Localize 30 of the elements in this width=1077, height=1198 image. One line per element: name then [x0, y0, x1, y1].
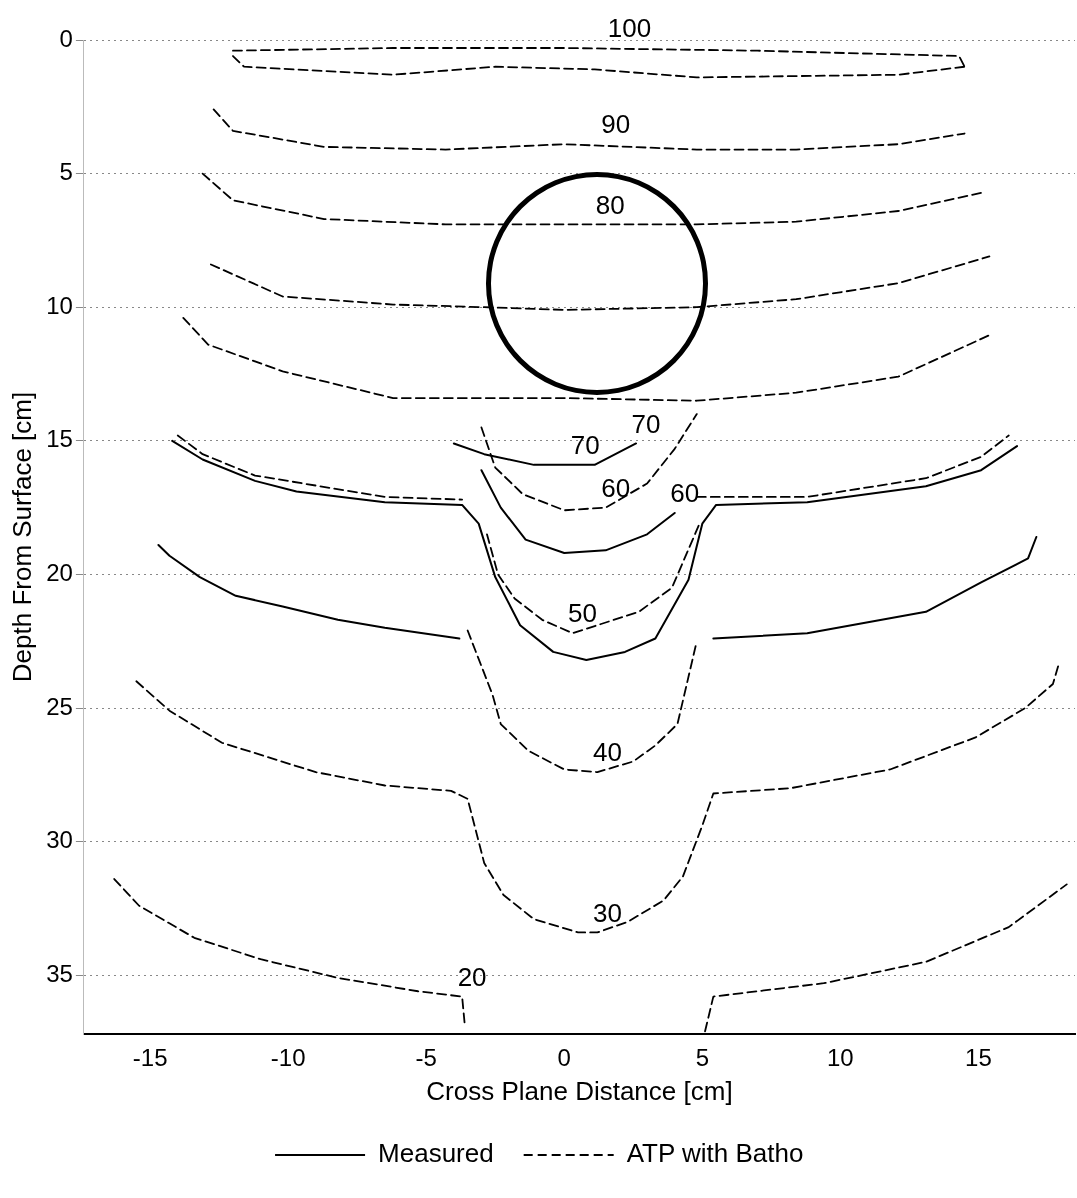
annotation: 70 [631, 408, 661, 439]
y-tick-label: 5 [59, 158, 73, 186]
y-tick-label: 35 [46, 959, 73, 987]
x-tick-label: -10 [270, 1044, 306, 1072]
x-tick-label: 15 [965, 1044, 992, 1072]
x-tick-label: -15 [132, 1044, 168, 1072]
x-tick-label: 10 [826, 1044, 854, 1072]
x-axis-title: Cross Plane Distance [cm] [426, 1075, 733, 1106]
annotation: 70 [570, 430, 600, 461]
y-tick-label: 30 [46, 826, 73, 854]
legend-label: ATP with Batho [626, 1138, 804, 1169]
y-axis-title: Depth From Surface [cm] [6, 391, 37, 683]
annotation: 30 [592, 897, 622, 928]
annotation: 60 [601, 472, 631, 503]
x-tick-label: 0 [557, 1044, 571, 1072]
x-tick-label: -5 [415, 1044, 437, 1072]
y-tick-label: 20 [46, 559, 73, 587]
annotation: 20 [457, 961, 487, 992]
annotation: 50 [568, 598, 598, 629]
annotation: 80 [595, 189, 625, 220]
y-tick-label: 25 [46, 692, 73, 720]
annotation: 60 [670, 478, 700, 509]
annotation: 90 [601, 109, 631, 140]
y-tick-label: 15 [46, 425, 73, 453]
legend-label: Measured [378, 1138, 494, 1169]
x-tick-label: 5 [695, 1044, 709, 1072]
y-tick-label: 10 [46, 291, 73, 319]
annotation: 100 [607, 13, 652, 44]
annotation: 40 [592, 737, 622, 768]
y-tick-label: 0 [59, 24, 73, 52]
